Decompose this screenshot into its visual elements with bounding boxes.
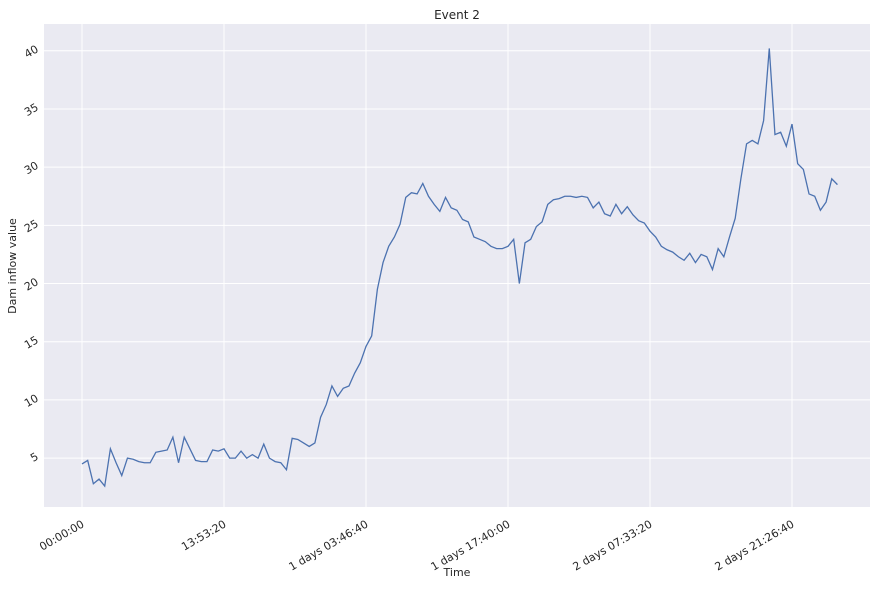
x-tick-label: 2 days 21:26:40 [713, 518, 797, 574]
x-tick-label: 13:53:20 [179, 518, 228, 554]
y-axis-label: Dam inflow value [6, 218, 19, 314]
y-tick-label: 20 [22, 275, 41, 293]
y-tick-label: 5 [28, 450, 41, 465]
y-tick-label: 15 [22, 334, 41, 352]
y-tick-label: 40 [22, 43, 41, 61]
y-tick-label: 30 [22, 159, 41, 177]
data-line [81, 48, 838, 488]
x-tick-label: 1 days 17:40:00 [429, 518, 513, 574]
x-tick-label: 00:00:00 [37, 518, 86, 554]
y-tick-label: 10 [22, 392, 41, 410]
y-tick-label: 25 [22, 217, 41, 235]
x-tick-label: 1 days 03:46:40 [287, 518, 371, 574]
x-tick-label: 2 days 07:33:20 [571, 518, 655, 574]
x-axis-label: Time [443, 566, 471, 579]
chart-title: Event 2 [434, 8, 480, 22]
y-tick-label: 35 [22, 101, 41, 119]
plot-area [44, 24, 870, 507]
